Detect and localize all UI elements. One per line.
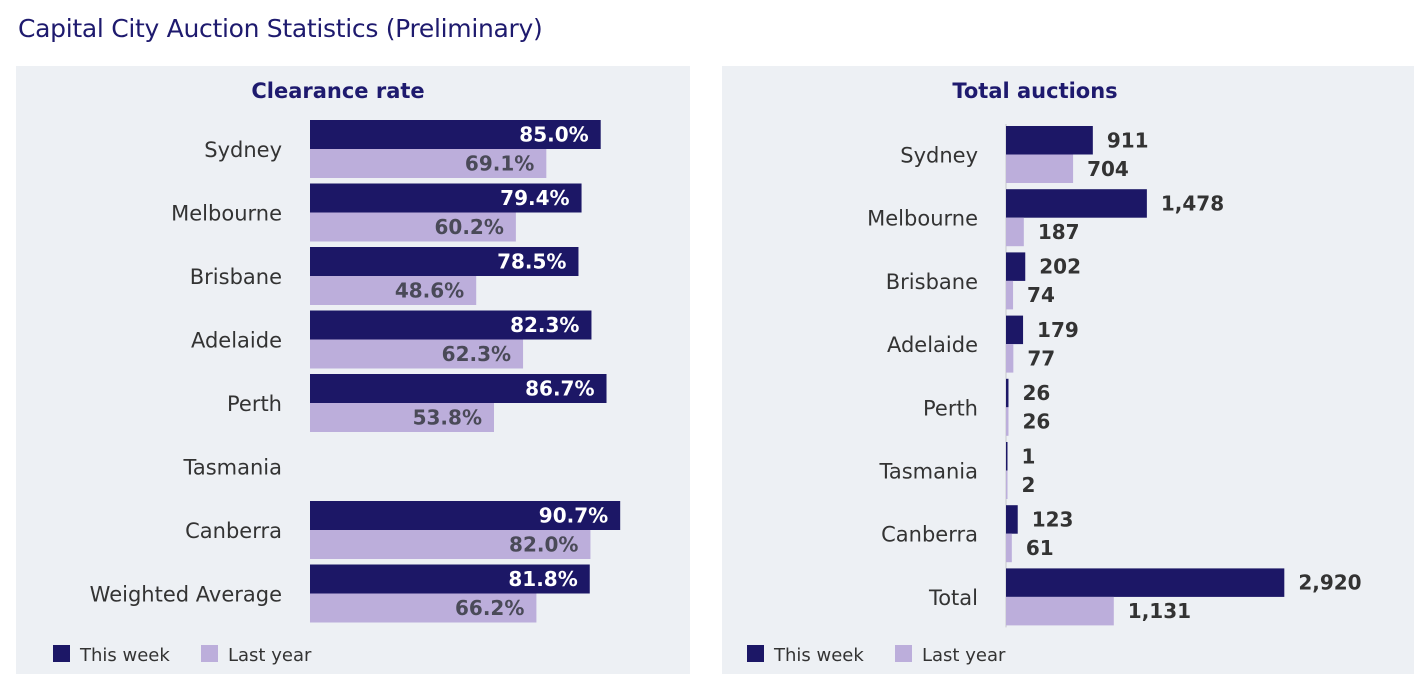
value-label-last-year: 53.8% [413, 406, 482, 430]
bar-last-year [310, 276, 477, 305]
bar-this-week [310, 374, 607, 403]
value-label-this-week: 911 [1107, 128, 1149, 152]
category-label: Tasmania [183, 456, 283, 480]
bar-last-year [310, 403, 494, 432]
category-label: Melbourne [171, 202, 282, 226]
chart-title: Total auctions [952, 79, 1117, 103]
bar-this-week [1006, 126, 1093, 155]
category-label: Tasmania [879, 460, 979, 484]
bar-last-year [310, 339, 524, 369]
bar-last-year [310, 149, 547, 178]
bar-last-year [1006, 280, 1014, 310]
clearance-rate-chart: Clearance rate Sydney 85.0% 69.1% Melbourne 7… [53, 79, 621, 666]
value-label-last-year: 26 [1022, 410, 1050, 434]
bar-last-year [310, 593, 537, 623]
value-label-this-week: 179 [1037, 318, 1079, 342]
bar-this-week [310, 120, 601, 149]
bar-last-year [310, 530, 591, 559]
value-label-last-year: 704 [1087, 157, 1129, 181]
bar-this-week [310, 183, 582, 213]
category-label: Canberra [881, 523, 978, 547]
value-label-last-year: 187 [1038, 220, 1080, 244]
bar-this-week [1006, 189, 1147, 218]
bar-last-year [1006, 533, 1012, 563]
value-label-this-week: 81.8% [508, 567, 577, 591]
category-label: Perth [923, 396, 978, 420]
bar-this-week [1006, 568, 1285, 597]
value-label-last-year: 2 [1022, 473, 1036, 497]
category-label: Weighted Average [90, 583, 282, 607]
legend-swatch-this-week [53, 645, 70, 662]
total-auctions-panel: Total auctions Sydney 911 704 Melbourne 1,478… [722, 66, 1414, 674]
category-label: Brisbane [190, 265, 282, 289]
page-title: Capital City Auction Statistics (Prelimi… [18, 14, 543, 43]
value-label-this-week: 123 [1032, 507, 1074, 531]
bar-this-week [1006, 378, 1009, 408]
value-label-last-year: 77 [1027, 346, 1055, 370]
bar-last-year [1006, 154, 1074, 183]
chart-title: Clearance rate [251, 79, 424, 103]
bar-last-year [1006, 407, 1009, 436]
value-label-this-week: 90.7% [539, 504, 608, 528]
value-label-last-year: 74 [1027, 283, 1055, 307]
bar-this-week [310, 310, 592, 340]
bar-this-week [1006, 442, 1008, 471]
category-label: Total [928, 586, 978, 610]
value-label-last-year: 62.3% [442, 342, 511, 366]
bar-this-week [1006, 315, 1024, 345]
legend-swatch-last-year [895, 645, 912, 662]
value-label-this-week: 2,920 [1298, 571, 1361, 595]
category-label: Canberra [185, 519, 282, 543]
legend-swatch-this-week [747, 645, 764, 662]
bar-last-year [1006, 344, 1014, 373]
category-label: Adelaide [887, 333, 978, 357]
bar-last-year [1006, 596, 1114, 626]
value-label-last-year: 69.1% [465, 152, 534, 176]
value-label-last-year: 48.6% [395, 279, 464, 303]
clearance-rate-panel: Clearance rate Sydney 85.0% 69.1% Melbourne 7… [16, 66, 690, 674]
value-label-this-week: 85.0% [519, 123, 588, 147]
legend-label-this-week: This week [79, 645, 170, 666]
category-label: Adelaide [191, 329, 282, 353]
bar-last-year [1006, 217, 1024, 247]
value-label-last-year: 82.0% [509, 533, 578, 557]
bar-this-week [310, 501, 621, 530]
legend-label-last-year: Last year [922, 645, 1006, 666]
bar-this-week [1006, 252, 1026, 281]
category-label: Brisbane [886, 270, 978, 294]
value-label-this-week: 202 [1039, 255, 1081, 279]
legend-swatch-last-year [201, 645, 218, 662]
total-auctions-chart: Total auctions Sydney 911 704 Melbourne 1,478… [747, 79, 1362, 666]
bar-this-week [310, 247, 579, 276]
value-label-last-year: 66.2% [455, 596, 524, 620]
legend-label-this-week: This week [773, 645, 864, 666]
value-label-this-week: 78.5% [497, 250, 566, 274]
category-label: Sydney [900, 144, 978, 168]
value-label-this-week: 79.4% [500, 186, 569, 210]
bar-last-year [310, 212, 516, 242]
bar-this-week [1006, 505, 1018, 534]
value-label-this-week: 1,478 [1161, 191, 1224, 215]
legend-label-last-year: Last year [228, 645, 312, 666]
bar-last-year [1006, 470, 1008, 499]
category-label: Sydney [204, 138, 282, 162]
category-label: Perth [227, 392, 282, 416]
value-label-this-week: 86.7% [525, 377, 594, 401]
bar-this-week [310, 564, 590, 594]
value-label-last-year: 61 [1026, 536, 1054, 560]
value-label-this-week: 26 [1022, 381, 1050, 405]
value-label-last-year: 1,131 [1128, 599, 1191, 623]
value-label-this-week: 82.3% [510, 313, 579, 337]
value-label-this-week: 1 [1022, 444, 1036, 468]
value-label-last-year: 60.2% [434, 215, 503, 239]
category-label: Melbourne [867, 207, 978, 231]
